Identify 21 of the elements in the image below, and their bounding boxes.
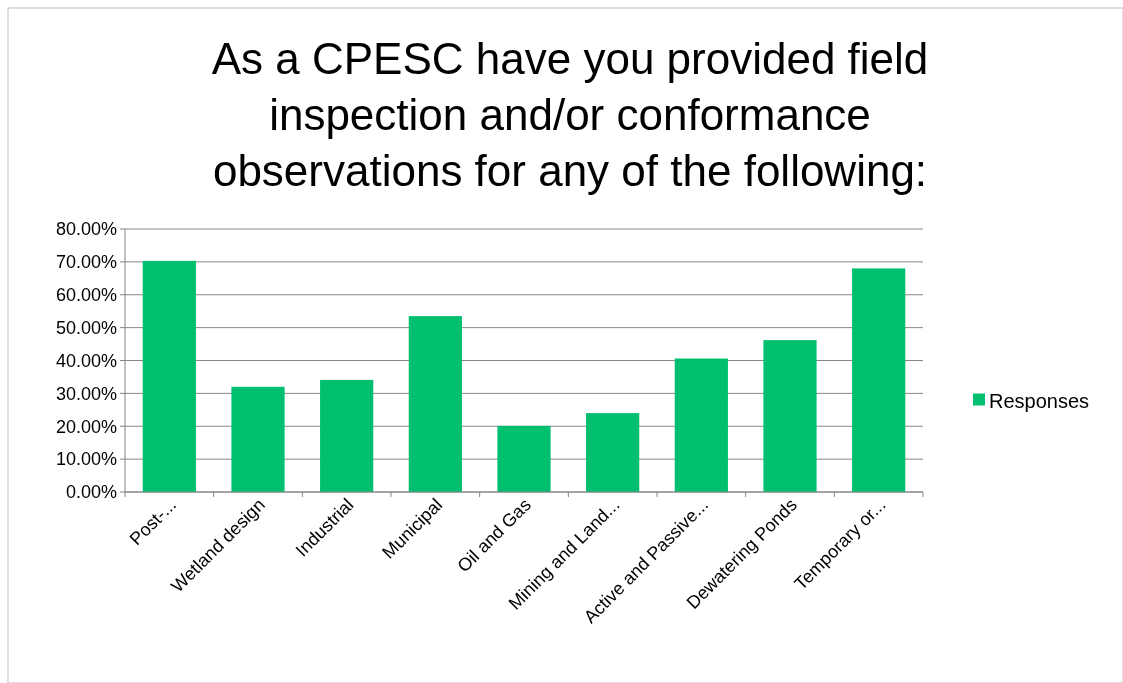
y-tick-label: 60.00%	[55, 285, 117, 306]
bar	[763, 340, 817, 492]
bar	[586, 413, 640, 492]
chart-title: As a CPESC have you provided field inspection and/or conformance observations for any of the following:	[211, 34, 929, 195]
y-tick-label: 40.00%	[55, 350, 117, 371]
y-tick-label: 80.00%	[55, 219, 117, 240]
y-tick-label: 30.00%	[55, 383, 117, 404]
y-tick-label: 50.00%	[55, 317, 117, 338]
bar	[408, 316, 462, 492]
y-tick-label: 70.00%	[55, 252, 117, 273]
y-tick-label: 20.00%	[55, 416, 117, 437]
bar	[497, 425, 551, 492]
legend-label: Responses	[989, 389, 1090, 412]
bar	[674, 358, 728, 492]
y-tick-label: 0.00%	[65, 482, 117, 503]
bar	[852, 268, 906, 492]
bar	[231, 386, 285, 492]
bar	[320, 379, 374, 492]
y-tick-label: 10.00%	[55, 449, 117, 470]
x-tick-label: Oil and Gas	[453, 494, 535, 577]
bar	[142, 260, 196, 492]
